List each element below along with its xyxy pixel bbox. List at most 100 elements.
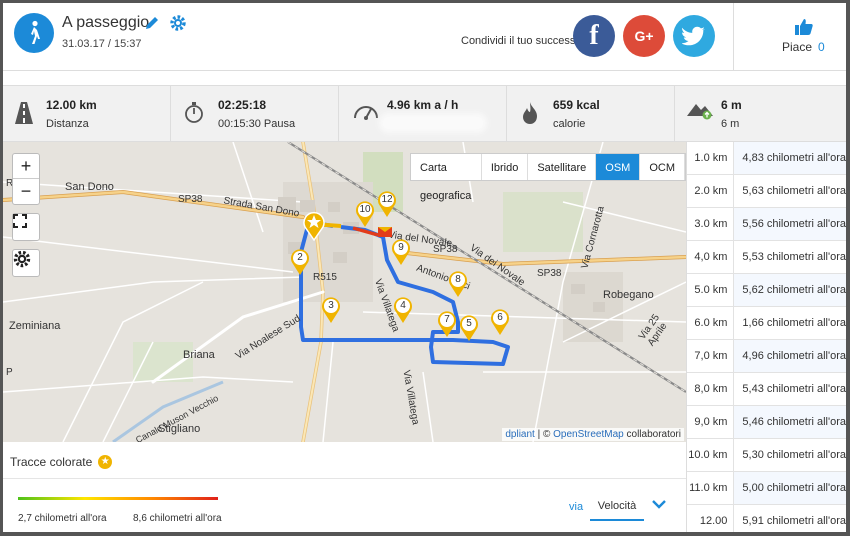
- thumbs-up-icon: [795, 18, 813, 38]
- km-split-row: 2.0 km 5,63 chilometri all'ora: [687, 175, 846, 208]
- road-label: SP38: [178, 194, 203, 205]
- map-attribution: dpliant | © OpenStreetMap collaboratori: [502, 428, 684, 441]
- fullscreen-button[interactable]: [12, 213, 40, 241]
- layer-button[interactable]: OCM: [640, 154, 685, 180]
- share-text: Condividi il tuo successo: [461, 35, 582, 47]
- distance-value: 12.00 km: [46, 98, 97, 112]
- layer-button[interactable]: Ibrido: [482, 154, 529, 180]
- attribution-link[interactable]: dpliant: [505, 429, 535, 440]
- km-split-distance: 7,0 km: [694, 350, 728, 362]
- road-label: P: [6, 367, 13, 378]
- town-label: Stigliano: [158, 423, 201, 435]
- speed-gradient-bar: [18, 497, 218, 500]
- gear-icon: [13, 250, 31, 268]
- map-settings-button[interactable]: [12, 249, 40, 277]
- gear-icon[interactable]: [169, 14, 187, 35]
- stat-distance: 12.00 km Distanza: [3, 86, 171, 141]
- metric-select[interactable]: Velocità: [590, 496, 644, 521]
- activity-date: 31.03.17 / 15:37: [62, 38, 142, 50]
- stat-elevation: 6 m 6 m: [675, 86, 846, 141]
- km-marker[interactable]: 8: [448, 270, 468, 298]
- divider: [3, 478, 686, 479]
- km-marker[interactable]: 7: [437, 310, 457, 338]
- km-split-speed: 5,91 chilometri all'ora: [733, 505, 846, 532]
- km-marker[interactable]: 4: [393, 296, 413, 324]
- km-split-distance: 9,0 km: [694, 416, 728, 428]
- km-split-speed: 5,56 chilometri all'ora: [733, 208, 846, 240]
- mountain-icon: [687, 98, 715, 123]
- elevation-down-value: 6 m: [721, 118, 740, 130]
- speed-value: 4.96 km a / h: [387, 98, 459, 112]
- km-split-distance: 3.0 km: [694, 218, 728, 230]
- colored-tracks-label: Tracce colorate ★: [10, 455, 113, 469]
- km-marker[interactable]: 10: [355, 200, 375, 228]
- km-split-speed: 5,43 chilometri all'ora: [733, 373, 846, 405]
- km-split-distance: 4,0 km: [694, 251, 728, 263]
- km-marker-label: 2: [297, 252, 303, 263]
- zoom-in-button[interactable]: +: [13, 154, 39, 179]
- km-split-row: 12.00 km 5,91 chilometri all'ora: [687, 505, 846, 532]
- km-split-distance: 11.0 km: [689, 482, 728, 494]
- calories-label: calorie: [553, 118, 586, 130]
- stats-bar: 12.00 km Distanza 02:25:18 00:15:30 Paus…: [3, 85, 846, 142]
- km-marker-label: 5: [466, 318, 472, 329]
- google-plus-share-button[interactable]: G+: [623, 15, 665, 57]
- zoom-control: + −: [12, 153, 40, 205]
- via-label: via: [569, 501, 584, 513]
- pencil-icon[interactable]: [144, 15, 160, 34]
- km-split-row: 5.0 km 5,62 chilometri all'ora: [687, 274, 846, 307]
- road-icon: [12, 102, 36, 127]
- zoom-out-button[interactable]: −: [20, 181, 32, 201]
- stat-calories: 659 kcal calorie: [507, 86, 675, 141]
- km-split-row: 1.0 km 4,83 chilometri all'ora: [687, 142, 846, 175]
- like-label: Piace 0: [782, 40, 825, 54]
- km-marker[interactable]: 9: [391, 238, 411, 266]
- fullscreen-icon: [13, 214, 27, 228]
- route-map[interactable]: San Dono Robegano Zeminiana Briana Stigl…: [3, 142, 686, 442]
- km-marker[interactable]: 5: [459, 314, 479, 342]
- pause-label: 00:15:30 Pausa: [218, 118, 296, 130]
- flame-icon: [521, 102, 539, 127]
- km-splits-table: 1.0 km 4,83 chilometri all'ora 2.0 km 5,63 …: [686, 142, 846, 532]
- legend-min: 2,7 chilometri all'ora: [18, 513, 107, 524]
- km-split-row: 8,0 km 5,43 chilometri all'ora: [687, 373, 846, 406]
- osm-link[interactable]: OpenStreetMap: [553, 429, 624, 440]
- layer-switcher: Carta geografica Ibrido Satellitare OSM …: [410, 153, 686, 202]
- stopwatch-icon: [184, 102, 204, 127]
- km-marker-label: 8: [455, 274, 461, 285]
- km-split-row: 6.0 km 1,66 chilometri all'ora: [687, 307, 846, 340]
- activity-title: A passeggio: [62, 14, 150, 31]
- legend-max: 8,6 chilometri all'ora: [133, 513, 222, 524]
- twitter-share-button[interactable]: [673, 15, 715, 57]
- town-label: San Dono: [65, 181, 114, 193]
- like-count: 0: [818, 40, 825, 54]
- km-marker[interactable]: 6: [490, 308, 510, 336]
- km-marker-label: 9: [398, 242, 404, 253]
- km-marker-label: 12: [381, 194, 393, 205]
- calories-value: 659 kcal: [553, 98, 600, 112]
- km-split-speed: 4,83 chilometri all'ora: [733, 142, 846, 174]
- layer-button[interactable]: Satellitare: [528, 154, 597, 180]
- layer-button-active[interactable]: OSM: [596, 154, 641, 180]
- speedometer-icon: [353, 102, 379, 123]
- km-marker[interactable]: 2: [290, 248, 310, 276]
- km-split-speed: 5,46 chilometri all'ora: [733, 406, 846, 438]
- km-marker[interactable]: 12: [377, 190, 397, 218]
- distance-label: Distanza: [46, 118, 89, 130]
- town-label: Briana: [183, 349, 215, 361]
- facebook-share-button[interactable]: f: [573, 15, 615, 57]
- km-split-row: 9,0 km 5,46 chilometri all'ora: [687, 406, 846, 439]
- walking-icon: [14, 13, 54, 53]
- road-label: R515: [313, 272, 337, 283]
- km-marker[interactable]: 3: [321, 296, 341, 324]
- km-marker-label: 3: [328, 300, 334, 311]
- km-split-speed: 5,62 chilometri all'ora: [733, 274, 846, 306]
- like-panel[interactable]: Piace 0: [733, 3, 846, 71]
- km-marker-label: 10: [359, 204, 371, 215]
- km-marker-label: 4: [400, 300, 406, 311]
- chevron-down-icon[interactable]: [651, 498, 667, 513]
- km-split-row: 4,0 km 5,53 chilometri all'ora: [687, 241, 846, 274]
- layer-button[interactable]: Carta geografica: [411, 154, 482, 202]
- star-icon: ★: [98, 455, 113, 469]
- km-split-distance: 10.0 km: [688, 449, 728, 461]
